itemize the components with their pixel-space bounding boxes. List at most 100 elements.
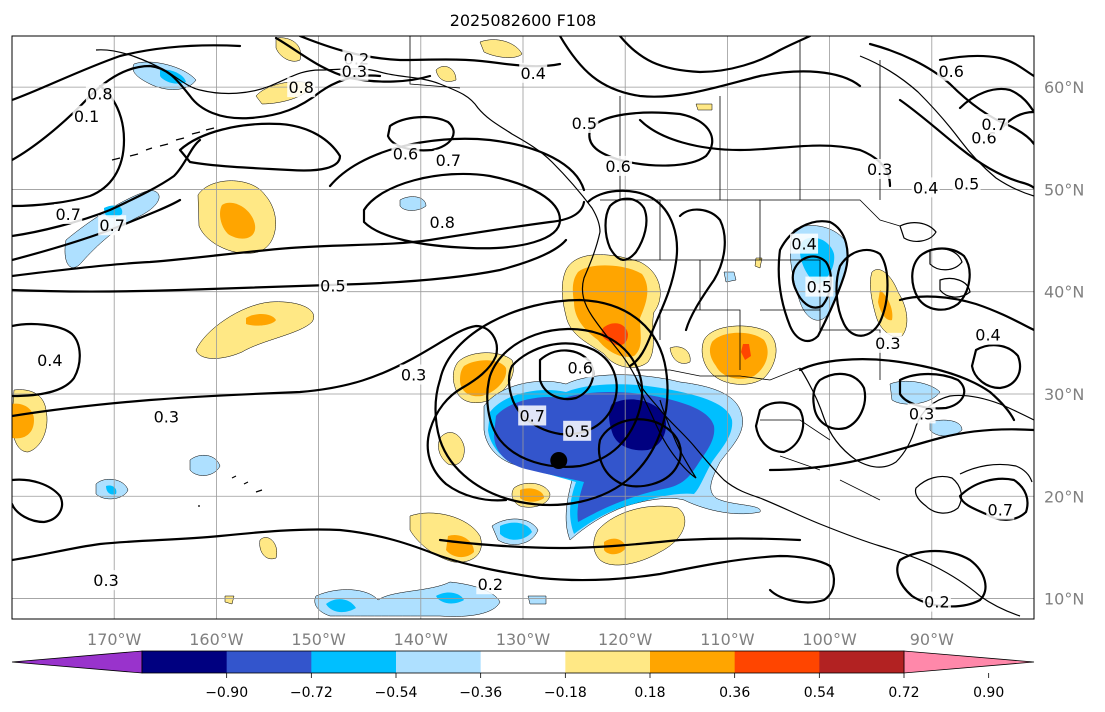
negative-anomaly-core (500, 522, 532, 540)
contour-label: 0.3 (399, 364, 428, 385)
contour-line (768, 428, 1034, 472)
positive-anomaly-core (220, 202, 256, 239)
longitude-tick-label: 110°W (700, 630, 755, 649)
negative-anomaly-region (314, 581, 501, 617)
contour-label-text: 0.8 (288, 78, 313, 97)
contour-label: 0.3 (873, 332, 902, 353)
hawaiian-islands (198, 475, 263, 507)
contour-label: 0.7 (54, 203, 83, 224)
positive-anomaly-core (446, 534, 474, 558)
hudson-bay-coastline (859, 55, 1034, 197)
contour-label-text: 0.8 (430, 213, 455, 232)
contour-label-text: 0.5 (572, 114, 597, 133)
contour-label-background (399, 364, 428, 385)
contour-label: 0.4 (911, 177, 940, 198)
negative-anomaly-core (104, 205, 123, 218)
contour-label: 0.3 (92, 570, 121, 591)
negative-anomaly-region (723, 271, 737, 283)
colorbar-max-extension (903, 650, 1035, 674)
contour-label-text: 0.2 (924, 593, 949, 612)
positive-anomaly-core (520, 488, 544, 502)
contour-line (178, 122, 342, 172)
contour-label-background (391, 143, 420, 164)
contour-label-text: 0.1 (74, 107, 99, 126)
contour-label: 0.3 (907, 403, 936, 424)
longitude-tick-labels: 170°W 160°W 150°W 140°W 130°W 120°W 110°W 100°W… (87, 630, 954, 649)
longitude-tick-label: 130°W (496, 630, 551, 649)
positive-anomaly-region (695, 103, 713, 111)
latitude-tick-label: 50°N (1044, 180, 1084, 199)
contour-line (12, 478, 64, 524)
contour-label-background (340, 60, 369, 81)
us-mexico-border (636, 367, 801, 381)
contour-line (12, 200, 586, 278)
positive-anomaly-core (572, 265, 648, 357)
negative-anomaly-region (929, 419, 963, 437)
contour-label-text: 0.3 (342, 62, 367, 81)
positive-anomaly-region (259, 537, 278, 560)
contour-label-background (974, 324, 1003, 345)
us-state-borders (620, 200, 881, 380)
contour-label-background (287, 77, 316, 98)
contour-label-text: 0.3 (93, 571, 118, 590)
positive-anomaly-region (195, 301, 314, 359)
negative-anomaly-core-max (609, 399, 667, 451)
latitude-tick-labels: 10°N 20°N 30°N 40°N 50°N 60°N (1044, 78, 1084, 608)
colorbar-tick-label: 0.72 (888, 685, 919, 701)
contour-line (898, 295, 1034, 332)
longitude-tick-label: 150°W (291, 630, 346, 649)
contour-line (958, 477, 1029, 521)
map-border (11, 35, 1035, 620)
contour-label-text: 0.3 (154, 407, 179, 426)
contour-line (486, 327, 644, 468)
latitude-tick-label: 40°N (1044, 283, 1084, 302)
positive-anomaly-region (438, 432, 465, 466)
contour-label-background (434, 149, 463, 170)
contour-line (558, 36, 862, 98)
contour-label-background (952, 173, 981, 194)
contour-label-text: 0.7 (55, 205, 80, 224)
longitude-tick-label: 160°W (189, 630, 244, 649)
contour-line (768, 564, 836, 604)
canada-province-borders (619, 40, 881, 200)
contour-label-background (428, 212, 457, 233)
positive-anomaly-core (709, 332, 768, 379)
colorbar-segment (734, 651, 820, 673)
alaska-canada-border (409, 36, 461, 89)
colorbar-segment (396, 651, 482, 673)
contour-line (678, 208, 726, 332)
contour-line (12, 44, 242, 102)
contour-label-background (152, 406, 181, 427)
location-marker (550, 451, 568, 469)
contour-label-background (570, 112, 599, 133)
contour-label-background (54, 203, 83, 224)
negative-anomaly-core (106, 485, 117, 495)
contour-label: 0.8 (85, 83, 114, 104)
caribbean-cuba-coastline (959, 463, 1033, 483)
map-content: 0.2 0.3 0.4 0.6 0.8 0.8 0.1 0.5 0.6 0.7 0.6 0.3 0.6 0… (12, 36, 1034, 619)
contour-line (938, 54, 1034, 78)
contour-line (12, 64, 382, 162)
negative-anomaly-core (326, 599, 356, 613)
contour-line (328, 137, 586, 192)
contour-label: 0.3 (152, 406, 181, 427)
contour-label-background (566, 357, 595, 378)
positive-anomaly-core (246, 314, 276, 326)
contour-label-text: 0.5 (954, 174, 979, 193)
contour-label: 0.6 (604, 155, 633, 176)
contour-label-background (922, 591, 951, 612)
colorbar-tick-label: 0.90 (973, 685, 1004, 701)
contour-label-text: 0.6 (568, 358, 593, 377)
contour-line (896, 550, 987, 608)
contour-line (970, 344, 1022, 390)
contour-label-text: 0.3 (401, 366, 426, 385)
positive-anomaly-hotspot (741, 344, 751, 360)
positive-anomaly-region (479, 39, 523, 58)
contour-line (507, 342, 618, 436)
contour-line (835, 248, 889, 337)
contour-line (12, 528, 442, 562)
contour-line (868, 42, 1034, 146)
contour-line (434, 298, 669, 507)
contour-label-background (318, 275, 347, 296)
